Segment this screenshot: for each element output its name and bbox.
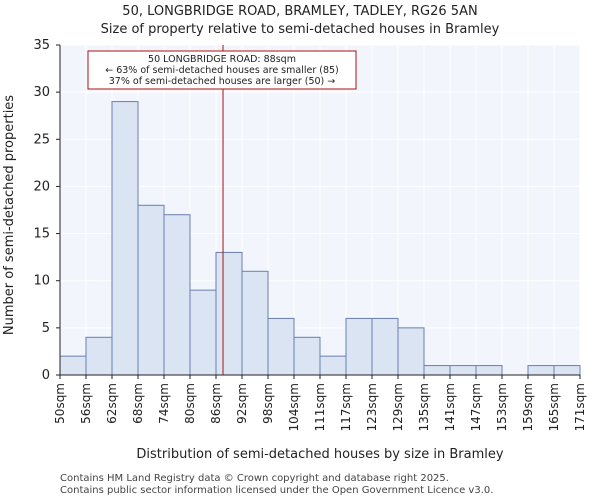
x-tick-label: 135sqm <box>417 383 431 431</box>
annotation-line: 50 LONGBRIDGE ROAD: 88sqm <box>148 54 296 65</box>
y-tick-label: 20 <box>33 179 50 194</box>
x-tick-label: 86sqm <box>209 383 223 424</box>
histogram-bar <box>423 365 451 376</box>
y-tick-label: 30 <box>33 85 50 100</box>
x-tick-label: 98sqm <box>261 383 275 424</box>
x-tick-label: 165sqm <box>547 383 561 431</box>
histogram-bar <box>215 251 243 376</box>
x-tick-label: 62sqm <box>105 383 119 424</box>
x-axis-label: Distribution of semi-detached houses by … <box>136 447 503 462</box>
histogram-bar <box>189 289 217 376</box>
y-tick-label: 5 <box>42 321 50 336</box>
x-tick-label: 80sqm <box>183 383 197 424</box>
x-tick-label: 68sqm <box>131 383 145 424</box>
x-tick-label: 111sqm <box>313 383 327 431</box>
x-tick-label: 123sqm <box>365 383 379 431</box>
histogram-bar <box>449 365 477 376</box>
histogram-bar <box>527 365 555 376</box>
histogram-bar <box>475 365 503 376</box>
annotation-line: ← 63% of semi-detached houses are smalle… <box>105 65 339 76</box>
y-tick-label: 15 <box>33 227 50 242</box>
x-tick-label: 153sqm <box>495 383 509 431</box>
x-tick-label: 92sqm <box>235 383 249 424</box>
x-tick-label: 104sqm <box>287 383 301 431</box>
histogram-bar <box>85 336 113 376</box>
annotation-line: 37% of semi-detached houses are larger (… <box>109 76 336 87</box>
histogram-bar <box>371 317 399 376</box>
x-tick-label: 159sqm <box>521 383 535 431</box>
footer-line-2: Contains public sector information licen… <box>60 485 494 496</box>
histogram-bar <box>59 355 87 376</box>
histogram-bar <box>267 317 295 376</box>
annotation-box <box>87 50 357 90</box>
x-tick-label: 117sqm <box>339 383 353 431</box>
chart-subtitle: Size of property relative to semi-detach… <box>100 22 500 37</box>
x-tick-label: 171sqm <box>573 383 587 431</box>
x-tick-label: 147sqm <box>469 383 483 431</box>
histogram-bar <box>319 355 347 376</box>
histogram-bar <box>163 214 191 376</box>
y-tick-label: 35 <box>33 38 50 53</box>
histogram-bar <box>397 327 425 376</box>
y-tick-label: 10 <box>33 274 50 289</box>
histogram-bar <box>553 365 581 376</box>
x-tick-label: 74sqm <box>157 383 171 424</box>
chart-title: 50, LONGBRIDGE ROAD, BRAMLEY, TADLEY, RG… <box>122 4 478 19</box>
y-tick-label: 0 <box>42 368 50 383</box>
x-tick-label: 141sqm <box>443 383 457 431</box>
histogram-bar <box>137 204 165 376</box>
histogram-bar <box>111 101 139 376</box>
histogram-bar <box>241 270 269 376</box>
x-tick-label: 50sqm <box>53 383 67 424</box>
y-tick-label: 25 <box>33 132 50 147</box>
histogram-bar <box>293 336 321 376</box>
x-tick-label: 129sqm <box>391 383 405 431</box>
x-tick-label: 56sqm <box>79 383 93 424</box>
footer-line-1: Contains HM Land Registry data © Crown c… <box>60 473 449 484</box>
y-axis-label: Number of semi-detached properties <box>2 95 17 335</box>
histogram-bar <box>345 317 373 376</box>
